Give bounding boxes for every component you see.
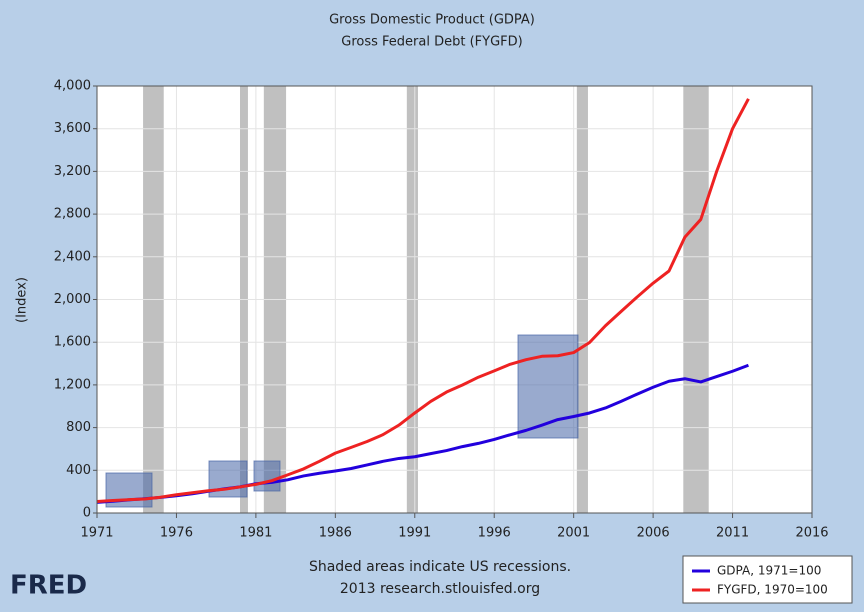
y-tick-label: 3,600 xyxy=(54,121,91,136)
source: 2013 research.stlouisfed.org xyxy=(340,581,540,597)
y-tick-label: 1,200 xyxy=(54,377,91,392)
x-tick-label: 1971 xyxy=(80,526,113,541)
legend-label: FYGFD, 1970=100 xyxy=(717,583,828,597)
highlight-box xyxy=(253,460,281,492)
chart-subtitle: Gross Federal Debt (FYGFD) xyxy=(341,35,522,50)
y-tick-label: 2,800 xyxy=(54,207,91,222)
chart-title: Gross Domestic Product (GDPA) xyxy=(329,13,535,28)
x-tick-label: 2011 xyxy=(716,526,749,541)
x-tick-label: 2016 xyxy=(795,526,828,541)
legend-label: GDPA, 1971=100 xyxy=(717,564,821,578)
y-tick-label: 3,200 xyxy=(54,164,91,179)
x-tick-label: 1986 xyxy=(319,526,352,541)
x-tick-label: 1976 xyxy=(160,526,193,541)
y-tick-label: 4,000 xyxy=(54,79,91,94)
y-axis-label: (Index) xyxy=(15,277,30,323)
y-tick-label: 400 xyxy=(66,463,91,478)
note: Shaded areas indicate US recessions. xyxy=(309,559,571,575)
logo: FRED xyxy=(10,571,87,601)
x-tick-label: 2001 xyxy=(557,526,590,541)
series-line xyxy=(96,98,750,503)
x-tick-label: 1996 xyxy=(478,526,511,541)
legend-box xyxy=(682,555,853,604)
x-tick-label: 2006 xyxy=(637,526,670,541)
x-tick-label: 1991 xyxy=(398,526,431,541)
y-tick-label: 2,400 xyxy=(54,249,91,264)
y-tick-label: 1,600 xyxy=(54,335,91,350)
highlight-box xyxy=(517,334,579,439)
y-tick-label: 800 xyxy=(66,420,91,435)
y-tick-label: 2,000 xyxy=(54,292,91,307)
y-tick-label: 0 xyxy=(83,506,91,521)
plot-border xyxy=(96,85,813,514)
x-tick-label: 1981 xyxy=(239,526,272,541)
